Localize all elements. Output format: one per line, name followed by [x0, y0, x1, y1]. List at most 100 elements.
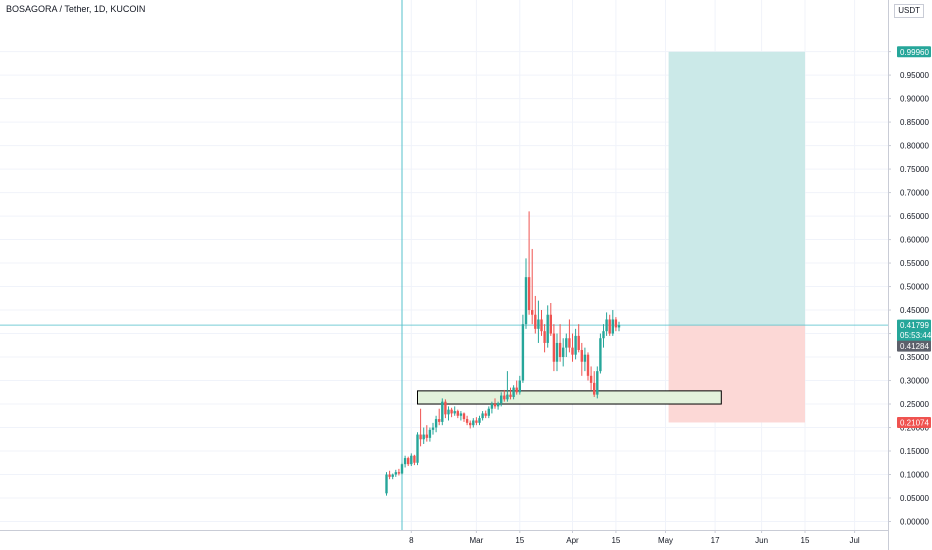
- candle-body[interactable]: [580, 349, 583, 362]
- candle-body[interactable]: [602, 331, 605, 339]
- y-tick-label: 0.20000: [900, 424, 929, 433]
- prev-price-tag-bg: [897, 340, 931, 352]
- candle-body[interactable]: [431, 427, 435, 430]
- candle-body[interactable]: [568, 338, 571, 348]
- candle-body[interactable]: [565, 338, 568, 348]
- candle-body[interactable]: [410, 455, 413, 465]
- candle-body[interactable]: [596, 371, 599, 395]
- candle-body[interactable]: [521, 324, 525, 381]
- y-tick-label: 0.10000: [900, 471, 929, 480]
- candle-body[interactable]: [388, 474, 391, 477]
- target-zone[interactable]: [668, 51, 805, 326]
- x-axis-area: [0, 530, 932, 550]
- candle-body[interactable]: [496, 403, 500, 407]
- candle-body[interactable]: [549, 314, 552, 334]
- candle-body[interactable]: [503, 395, 506, 400]
- candle-body[interactable]: [434, 419, 438, 428]
- candle-body[interactable]: [500, 395, 503, 404]
- candle-body[interactable]: [425, 434, 428, 438]
- candle-body[interactable]: [586, 354, 590, 376]
- candle-body[interactable]: [472, 420, 475, 426]
- candle-body[interactable]: [555, 342, 559, 362]
- y-tick-label: 0.50000: [900, 283, 929, 292]
- candle-body[interactable]: [438, 419, 441, 422]
- candle-body[interactable]: [515, 387, 518, 393]
- candle-body[interactable]: [593, 382, 596, 395]
- candle-body[interactable]: [453, 411, 456, 414]
- y-axis-area: [888, 0, 932, 550]
- candle-body[interactable]: [462, 413, 466, 420]
- candle-body[interactable]: [465, 419, 469, 423]
- candle-body[interactable]: [394, 472, 397, 475]
- x-tick-label: 15: [801, 536, 810, 545]
- candle-body[interactable]: [537, 319, 540, 329]
- candle-body[interactable]: [506, 394, 509, 400]
- candle-body[interactable]: [456, 411, 459, 416]
- candle-body[interactable]: [509, 394, 512, 397]
- candle-body[interactable]: [543, 331, 546, 343]
- candle-body[interactable]: [400, 464, 404, 474]
- candle-body[interactable]: [487, 408, 490, 416]
- candle-body[interactable]: [614, 319, 618, 328]
- candle-body[interactable]: [475, 420, 478, 423]
- candle-body[interactable]: [490, 404, 494, 409]
- candle-body[interactable]: [534, 314, 537, 329]
- candle-body[interactable]: [611, 319, 614, 334]
- candle-body[interactable]: [493, 404, 497, 407]
- candle-body[interactable]: [428, 429, 432, 438]
- candle-body[interactable]: [574, 335, 577, 355]
- candle-body[interactable]: [422, 434, 425, 440]
- candle-body[interactable]: [583, 354, 587, 362]
- candle-body[interactable]: [540, 319, 543, 332]
- currency-label[interactable]: USDT: [894, 4, 924, 18]
- candle-body[interactable]: [416, 434, 419, 463]
- y-tick-label: 0.75000: [900, 165, 929, 174]
- candle-body[interactable]: [524, 277, 528, 325]
- candle-body[interactable]: [481, 413, 484, 419]
- candle-body[interactable]: [419, 434, 422, 440]
- stop-price-tag: 0.21074: [900, 418, 929, 427]
- candle-body[interactable]: [599, 338, 602, 372]
- support-zone-box[interactable]: [417, 390, 722, 405]
- candle-body[interactable]: [552, 333, 556, 362]
- candle-body[interactable]: [608, 319, 611, 334]
- x-tick-label: 15: [611, 536, 620, 545]
- candle-body[interactable]: [531, 310, 534, 315]
- y-tick-label: 0.95000: [900, 71, 929, 80]
- y-tick-label: 0.35000: [900, 353, 929, 362]
- candle-body[interactable]: [558, 342, 562, 358]
- stop-zone[interactable]: [668, 325, 805, 423]
- candle-body[interactable]: [577, 335, 580, 350]
- candle-body[interactable]: [447, 409, 450, 415]
- candle-body[interactable]: [605, 319, 608, 332]
- candle-body[interactable]: [469, 422, 472, 426]
- candle-body[interactable]: [527, 277, 531, 311]
- candle-body[interactable]: [444, 401, 447, 415]
- candle-body[interactable]: [459, 413, 463, 416]
- candle-body[interactable]: [562, 347, 565, 358]
- x-tick-label: Mar: [470, 536, 484, 545]
- candle-body[interactable]: [512, 387, 515, 397]
- prev-price-tag: 0.41284: [900, 342, 929, 351]
- candle-body[interactable]: [397, 472, 401, 474]
- candle-body[interactable]: [546, 314, 549, 343]
- candle-body[interactable]: [617, 325, 621, 328]
- candle-body[interactable]: [571, 347, 574, 355]
- candle-body[interactable]: [478, 418, 481, 423]
- countdown-tag: 05:53:44: [900, 331, 932, 340]
- candle-body[interactable]: [403, 458, 407, 465]
- candle-body[interactable]: [407, 458, 410, 465]
- y-tick-label: 0.70000: [900, 189, 929, 198]
- candle-body[interactable]: [413, 455, 416, 463]
- candle-body[interactable]: [391, 474, 394, 477]
- y-tick-label: 0.25000: [900, 400, 929, 409]
- candle-body[interactable]: [518, 380, 521, 393]
- candle-body[interactable]: [441, 401, 444, 422]
- y-tick-label: 0.55000: [900, 259, 929, 268]
- candle-body[interactable]: [589, 375, 593, 383]
- candle-body[interactable]: [484, 413, 487, 416]
- candle-body[interactable]: [385, 474, 388, 494]
- last-price-tag-bg: [897, 319, 931, 342]
- candle-body[interactable]: [450, 409, 453, 414]
